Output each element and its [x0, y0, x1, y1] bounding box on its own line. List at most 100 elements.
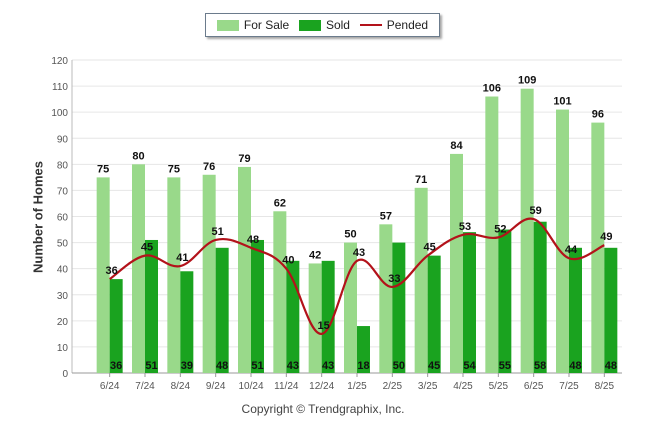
bar-sold: [357, 326, 370, 373]
y-tick-label: 40: [57, 265, 69, 276]
bar-for-sale: [167, 177, 181, 373]
bar-for-sale: [238, 166, 251, 373]
data-label-pended: 43: [353, 247, 365, 259]
bar-sold: [498, 229, 512, 373]
x-tick-label: 4/25: [453, 381, 473, 392]
data-label-sold: 43: [287, 360, 299, 372]
data-label-for-sale: 57: [380, 210, 392, 222]
copyright-text: Copyright © Trendgraphix, Inc.: [241, 402, 405, 416]
legend-label-for-sale: For Sale: [243, 18, 290, 32]
chart-legend: For Sale Sold Pended: [205, 13, 440, 37]
x-tick-label: 12/24: [309, 381, 334, 392]
x-tick-label: 3/25: [418, 381, 438, 392]
data-label-sold: 54: [463, 360, 476, 372]
data-label-for-sale: 75: [168, 163, 180, 175]
data-label-pended: 59: [530, 205, 542, 217]
data-label-for-sale: 96: [592, 109, 604, 121]
legend-item-for-sale: For Sale: [216, 18, 290, 32]
y-tick-label: 80: [57, 160, 69, 171]
bar-for-sale: [414, 187, 428, 373]
bar-for-sale: [485, 96, 499, 374]
data-label-pended: 33: [388, 273, 400, 285]
legend-swatch-sold: [298, 19, 321, 31]
data-label-pended: 45: [424, 242, 436, 254]
data-label-for-sale: 109: [518, 75, 536, 87]
data-label-pended: 48: [247, 234, 259, 246]
bar-sold: [392, 242, 406, 373]
x-tick-label: 7/24: [135, 381, 155, 392]
y-tick-label: 20: [57, 317, 69, 328]
y-tick-label: 100: [51, 108, 68, 119]
bar-sold: [145, 239, 158, 373]
data-label-for-sale: 80: [132, 150, 144, 162]
y-tick-label: 90: [57, 134, 69, 145]
x-tick-label: 8/24: [171, 381, 191, 392]
bar-for-sale: [450, 153, 463, 373]
x-tick-label: 9/24: [206, 381, 226, 392]
data-label-for-sale: 50: [344, 229, 356, 241]
y-axis-title: Number of Homes: [30, 161, 46, 273]
data-label-sold: 51: [251, 360, 263, 372]
bar-sold: [321, 260, 335, 373]
data-label-pended: 15: [318, 320, 330, 332]
legend-swatch-for-sale: [216, 19, 239, 31]
data-label-sold: 50: [393, 360, 405, 372]
y-tick-label: 60: [57, 213, 69, 224]
data-label-pended: 52: [494, 223, 506, 235]
data-label-sold: 39: [181, 360, 193, 372]
legend-swatch-pended: [359, 24, 382, 26]
y-tick-label: 120: [51, 56, 68, 67]
bar-for-sale: [202, 174, 216, 373]
bar-sold: [533, 221, 547, 373]
legend-item-sold: Sold: [298, 18, 350, 32]
x-tick-label: 2/25: [383, 381, 403, 392]
y-tick-label: 30: [57, 291, 69, 302]
data-label-sold: 48: [605, 360, 617, 372]
data-label-for-sale: 84: [450, 140, 463, 152]
bar-for-sale: [556, 109, 569, 373]
data-label-for-sale: 42: [309, 249, 321, 261]
x-tick-label: 7/25: [559, 381, 579, 392]
data-label-sold: 45: [428, 360, 440, 372]
data-label-for-sale: 106: [483, 83, 501, 95]
y-tick-label: 110: [52, 82, 68, 93]
legend-label-sold: Sold: [325, 18, 350, 32]
x-tick-label: 8/25: [595, 381, 615, 392]
data-label-pended: 36: [106, 265, 118, 277]
bar-sold: [463, 232, 476, 373]
bar-for-sale: [273, 211, 287, 373]
bar-for-sale: [132, 164, 145, 373]
data-label-pended: 44: [565, 244, 578, 256]
bar-for-sale: [520, 88, 534, 374]
pended-line: [109, 217, 605, 335]
data-label-sold: 18: [357, 360, 369, 372]
data-label-for-sale: 62: [274, 197, 286, 209]
data-label-for-sale: 79: [238, 153, 250, 165]
data-label-sold: 48: [216, 360, 228, 372]
bar-for-sale: [96, 177, 110, 373]
bar-for-sale: [308, 263, 322, 373]
data-label-pended: 41: [176, 252, 188, 264]
data-label-pended: 51: [212, 226, 224, 238]
data-label-sold: 51: [145, 360, 157, 372]
y-tick-label: 0: [62, 369, 68, 380]
data-label-sold: 43: [322, 360, 334, 372]
x-tick-label: 10/24: [238, 381, 263, 392]
data-label-for-sale: 71: [415, 174, 427, 186]
legend-item-pended: Pended: [359, 18, 428, 32]
data-label-pended: 53: [459, 221, 471, 233]
data-label-pended: 49: [600, 231, 612, 243]
bar-sold: [215, 247, 229, 373]
data-label-for-sale: 101: [553, 96, 571, 108]
x-tick-label: 1/25: [347, 381, 367, 392]
bar-sold: [427, 255, 441, 373]
bar-sold: [569, 247, 582, 373]
data-label-pended: 45: [141, 242, 153, 254]
data-label-for-sale: 75: [97, 163, 109, 175]
x-tick-label: 11/24: [274, 381, 299, 392]
x-tick-label: 6/25: [524, 381, 544, 392]
data-label-sold: 36: [110, 360, 122, 372]
bar-sold: [251, 239, 264, 373]
bar-for-sale: [379, 224, 393, 373]
